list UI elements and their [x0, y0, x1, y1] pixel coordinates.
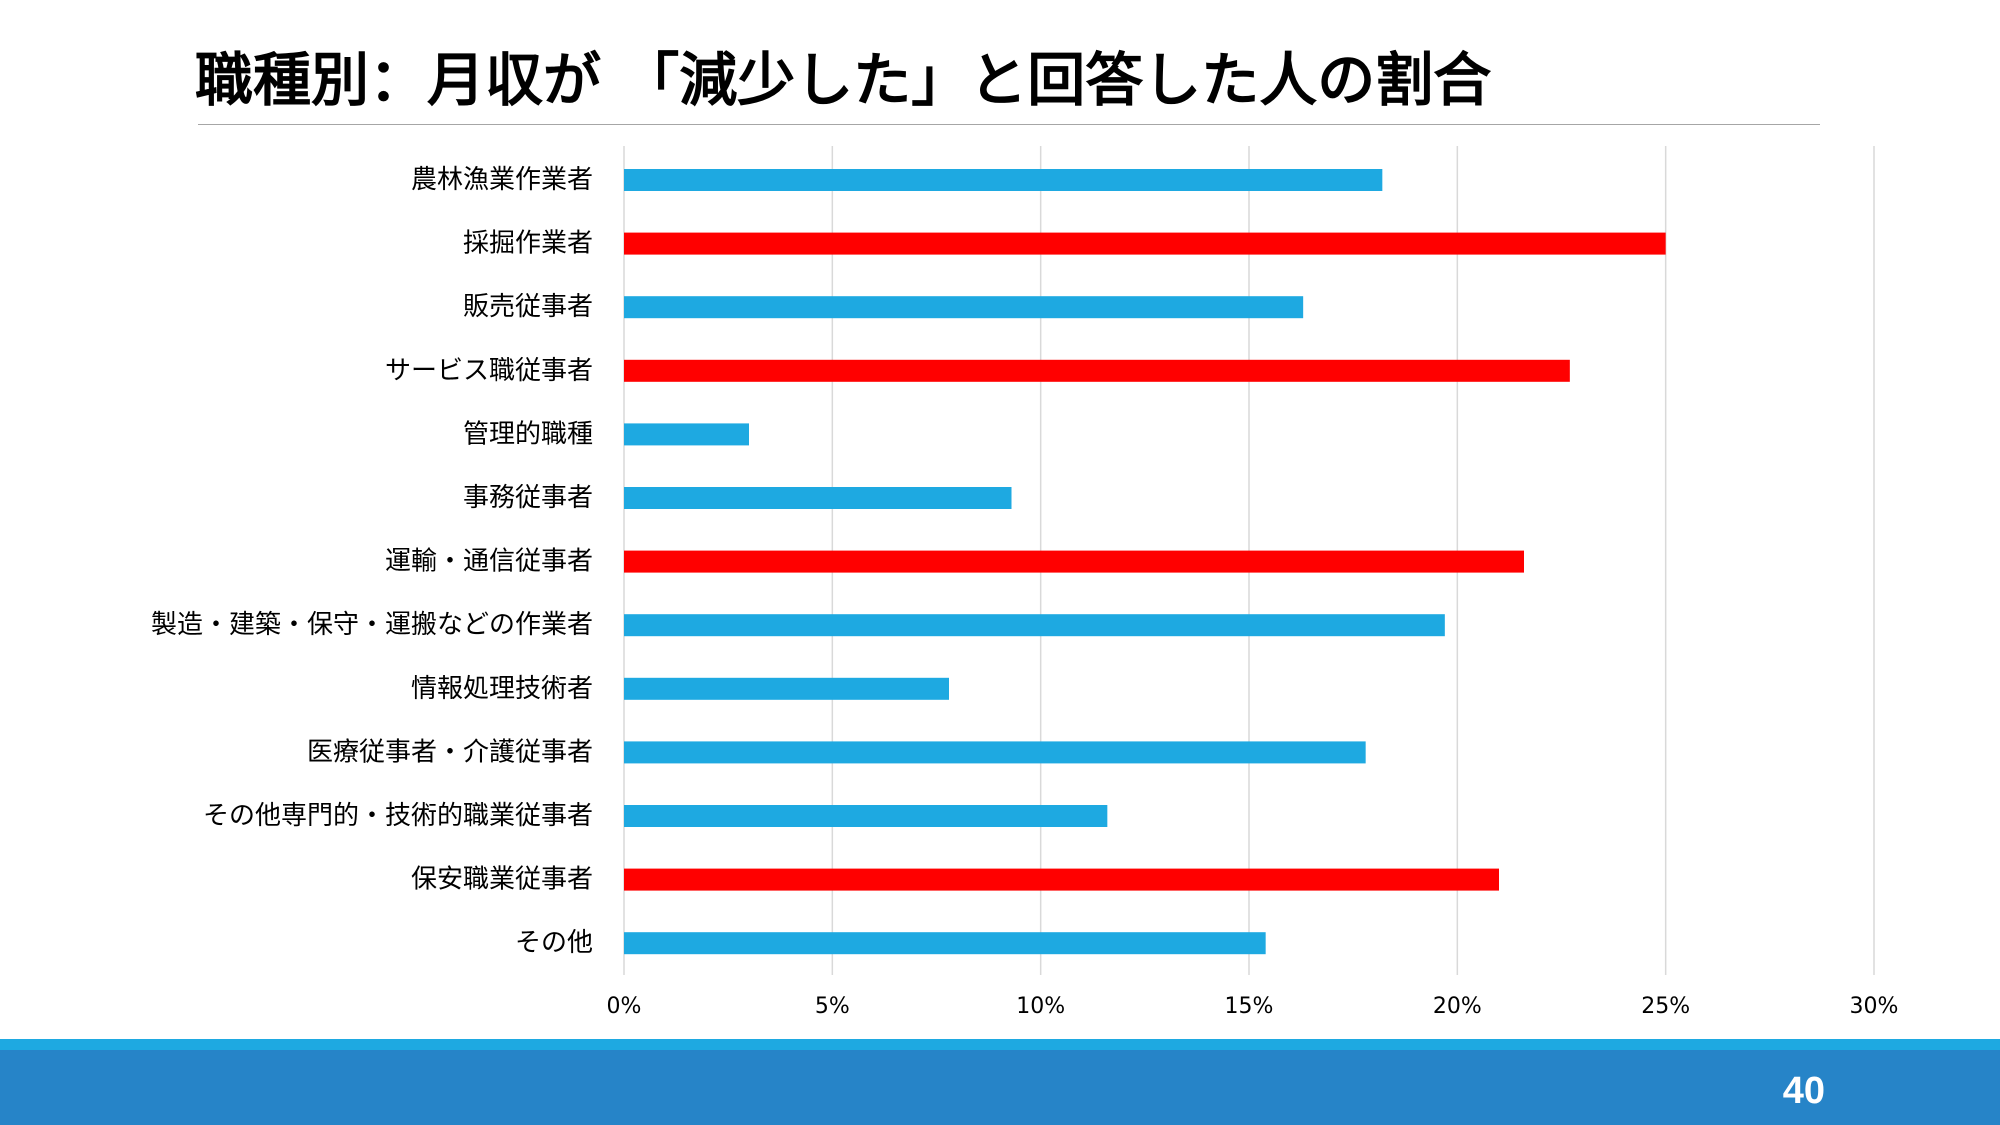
chart-bars	[624, 169, 1666, 955]
bar	[624, 487, 1012, 509]
page-number: 40	[1782, 1070, 1825, 1112]
bar	[624, 677, 949, 700]
category-label: 運輸・通信従事者	[385, 547, 593, 577]
x-tick-label: 30%	[1850, 994, 1899, 1019]
bar-chart: 農林漁業作業者採掘作業者販売従事者サービス職従事者管理的職種事務従事者運輸・通信…	[151, 146, 1899, 1019]
bar	[624, 932, 1266, 955]
category-label: 販売従事者	[463, 292, 593, 322]
x-tick-label: 15%	[1225, 994, 1274, 1019]
category-label: 農林漁業作業者	[411, 165, 593, 195]
bar	[624, 550, 1524, 573]
category-label: 採掘作業者	[463, 229, 593, 259]
chart-x-tick-labels: 0% 5% 10% 15% 20% 25% 30%	[607, 994, 1899, 1019]
category-label: 情報処理技術者	[411, 674, 593, 704]
category-label: その他	[515, 928, 593, 958]
x-tick-label: 0%	[607, 994, 642, 1019]
title-divider	[198, 124, 1820, 125]
chart-gridlines	[623, 146, 1875, 975]
category-label: 事務従事者	[463, 483, 593, 513]
chart-category-labels: 農林漁業作業者採掘作業者販売従事者サービス職従事者管理的職種事務従事者運輸・通信…	[151, 165, 593, 958]
footer-bar	[0, 1050, 2000, 1125]
category-label: その他専門的・技術的職業従事者	[203, 801, 593, 831]
x-tick-label: 5%	[815, 994, 850, 1019]
bar	[624, 805, 1108, 827]
bar	[624, 614, 1445, 637]
category-label: 製造・建築・保守・運搬などの作業者	[151, 610, 593, 640]
category-label: 管理的職種	[463, 419, 593, 449]
slide-title: 職種別：月収が 「減少した」と回答した人の割合	[195, 46, 1492, 114]
footer-accent-strip	[0, 1039, 2000, 1050]
category-label: 保安職業従事者	[411, 865, 593, 895]
x-tick-label: 10%	[1016, 994, 1065, 1019]
x-tick-label: 25%	[1641, 994, 1690, 1019]
bar	[624, 232, 1666, 255]
bar	[624, 868, 1499, 891]
bar	[624, 423, 749, 446]
bar	[624, 169, 1383, 191]
x-tick-label: 20%	[1433, 994, 1482, 1019]
category-label: 医療従事者・介護従事者	[307, 737, 593, 767]
category-label: サービス職従事者	[385, 356, 593, 386]
bar	[624, 296, 1304, 319]
bar	[624, 741, 1366, 764]
bar	[624, 359, 1570, 382]
